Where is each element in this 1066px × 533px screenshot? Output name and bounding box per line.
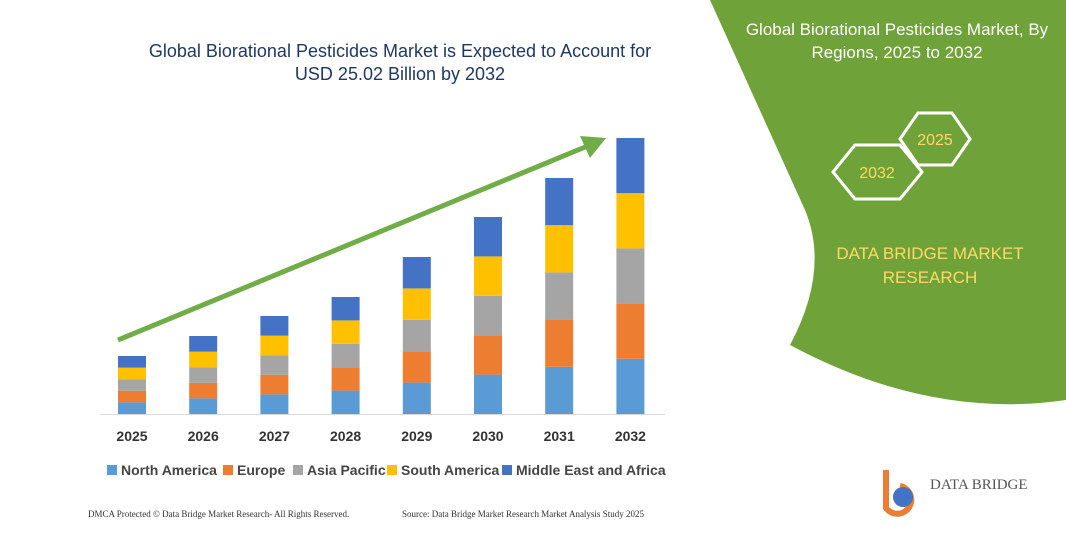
x-tick-label: 2027 xyxy=(259,428,290,444)
trend-arrowhead xyxy=(580,136,606,158)
hexagon xyxy=(831,143,924,201)
bar-segment xyxy=(118,402,146,414)
legend-swatch xyxy=(293,465,303,475)
x-tick-label: 2028 xyxy=(330,428,361,444)
trend-arrow xyxy=(117,142,591,343)
bar-segment xyxy=(331,297,360,321)
x-tick-label: 2026 xyxy=(188,428,219,444)
bar-segment xyxy=(189,336,218,352)
bar-segment xyxy=(331,367,360,391)
bar-segment xyxy=(545,178,574,226)
bar-segment xyxy=(616,248,645,304)
bar-segment xyxy=(260,335,289,356)
bar-segment xyxy=(545,319,574,367)
bar-segment xyxy=(260,374,289,395)
bar-segment xyxy=(545,366,574,414)
bar-segment xyxy=(331,343,360,368)
hex-label: 2032 xyxy=(859,165,895,182)
legend-swatch xyxy=(223,465,233,475)
bar-segment xyxy=(118,356,146,368)
bar-segment xyxy=(189,351,218,368)
logo-text: DATA BRIDGE xyxy=(930,477,1028,493)
hexagon xyxy=(898,111,972,167)
legend-swatch xyxy=(387,465,397,475)
bar-segment xyxy=(189,367,218,383)
bar-segment xyxy=(189,382,218,399)
bar-segment xyxy=(545,225,574,273)
green-panel xyxy=(710,0,1066,405)
x-tick-label: 2030 xyxy=(472,428,503,444)
bar-segment xyxy=(260,316,289,336)
bar-segment xyxy=(616,303,645,359)
bar-segment xyxy=(118,390,146,403)
x-tick-label: 2029 xyxy=(401,428,432,444)
legend-label: South America xyxy=(401,462,499,478)
bar-segment xyxy=(402,319,431,352)
brand: DATA BRIDGE MARKET RESEARCH xyxy=(836,244,1024,287)
bar-segment xyxy=(331,390,360,414)
bar-segment xyxy=(474,217,502,257)
legend-label: Asia Pacific xyxy=(307,462,386,478)
footer-left: DMCA Protected © Data Bridge Market Rese… xyxy=(88,509,350,519)
bar-segment xyxy=(260,394,289,414)
bar-segment xyxy=(474,256,502,296)
hex-label: 2025 xyxy=(917,132,953,149)
legend-label: Middle East and Africa xyxy=(516,462,666,478)
footer-right: Source: Data Bridge Market Research Mark… xyxy=(402,509,644,519)
legend-swatch xyxy=(107,465,117,475)
bar-segment xyxy=(118,379,146,391)
bar-segment xyxy=(189,398,218,414)
panel-title: Global Biorational Pesticides Market, By… xyxy=(745,20,1049,62)
bar-segment xyxy=(402,257,431,289)
bar-segment xyxy=(616,193,645,249)
legend-label: Europe xyxy=(237,462,285,478)
bar-segment xyxy=(616,358,645,414)
bar-segment xyxy=(474,374,502,414)
x-tick-label: 2032 xyxy=(615,428,646,444)
legend-swatch xyxy=(502,465,512,475)
bar-segment xyxy=(402,382,431,414)
bar-segment xyxy=(402,351,431,383)
chart-title: Global Biorational Pesticides Market is … xyxy=(148,41,652,84)
bar-segment xyxy=(545,272,574,320)
x-tick-label: 2025 xyxy=(116,428,147,444)
legend-label: North America xyxy=(121,462,217,478)
logo-icon xyxy=(893,487,913,507)
bar-segment xyxy=(118,367,146,380)
x-tick-label: 2031 xyxy=(544,428,575,444)
bar-segment xyxy=(474,295,502,336)
bar-segment xyxy=(616,138,645,194)
bar-segment xyxy=(260,355,289,375)
bar-segment xyxy=(402,288,431,320)
bar-segment xyxy=(474,335,502,375)
bar-segment xyxy=(331,320,360,344)
